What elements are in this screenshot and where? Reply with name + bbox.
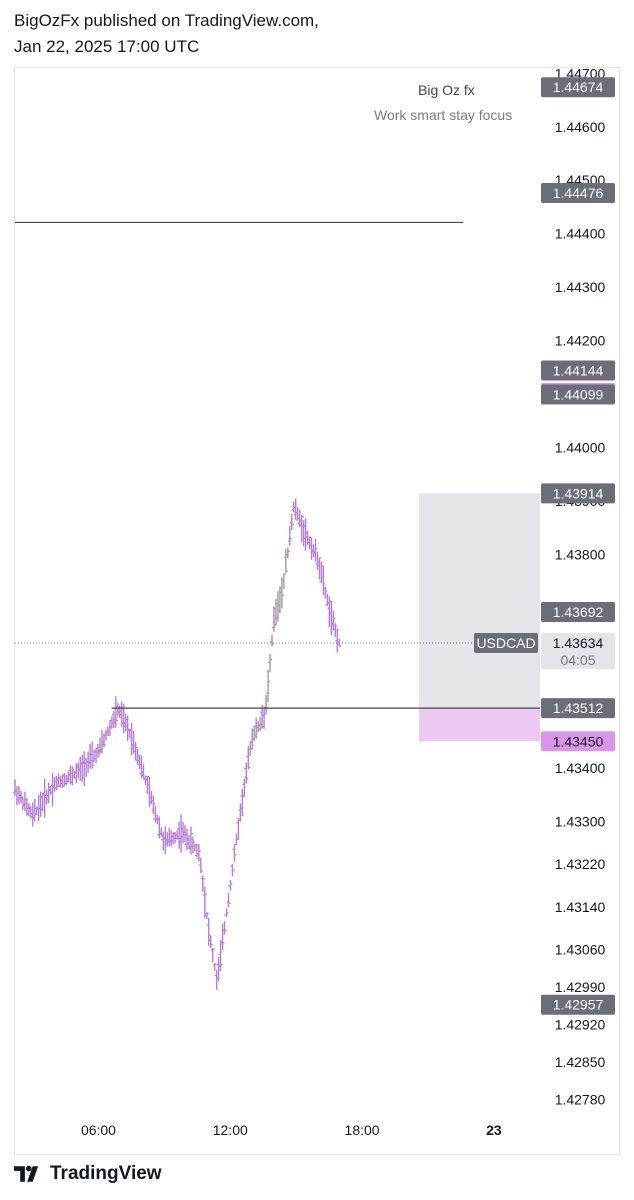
y-tick-label: 1.42920 — [555, 1017, 606, 1033]
price-tag-label: 1.43692 — [553, 604, 604, 620]
y-axis: 1.447001.446001.445001.444001.443001.442… — [555, 65, 606, 1107]
price-tag-label: 1.43512 — [553, 700, 604, 716]
y-tick-label: 1.44200 — [555, 333, 606, 349]
watermark-subtitle: Work smart stay focus — [374, 107, 513, 123]
publisher-line: BigOzFx published on TradingView.com, — [14, 11, 319, 30]
price-tag-label: 1.42957 — [553, 997, 604, 1013]
price-tag-label: 1.44144 — [553, 362, 604, 378]
price-tag-bg — [541, 731, 615, 752]
countdown-label: 04:05 — [560, 652, 595, 668]
y-tick-label: 1.44300 — [555, 279, 606, 295]
price-tag-bg — [541, 360, 615, 381]
price-tag-label: 1.44476 — [553, 185, 604, 201]
y-tick-label: 1.44600 — [555, 119, 606, 135]
chart-frame — [14, 67, 620, 1155]
zones-layer — [419, 493, 540, 742]
zone-stop — [419, 493, 540, 709]
price-tag-bg — [541, 384, 615, 405]
brand-name: TradingView — [50, 1163, 162, 1184]
y-tick-label: 1.43400 — [555, 760, 606, 776]
zone-target — [419, 708, 540, 742]
y-tick-label: 1.42990 — [555, 979, 606, 995]
price-tags: 1.446741.444761.441441.441021.440991.439… — [474, 77, 615, 1015]
symbol-tag-bg — [474, 632, 538, 653]
price-tag-bg — [541, 183, 615, 204]
publication-header: BigOzFx published on TradingView.com, Ja… — [14, 8, 319, 60]
symbol-tag-label: USDCAD — [476, 635, 535, 651]
candles-layer — [13, 498, 342, 990]
y-tick-label: 1.43060 — [555, 942, 606, 958]
price-tag-label: 1.43450 — [553, 733, 604, 749]
x-tick-label: 18:00 — [345, 1122, 380, 1138]
y-tick-label: 1.42780 — [555, 1091, 606, 1107]
price-tag-label: 1.44674 — [553, 79, 604, 95]
x-tick-label: 23 — [486, 1122, 502, 1138]
x-axis: 06:00 12:00 18:00 23 — [81, 1122, 502, 1138]
price-tag-bg — [541, 994, 615, 1015]
price-tag-bg — [541, 77, 615, 98]
y-tick-label: 1.43220 — [555, 856, 606, 872]
price-tag-bg — [541, 601, 615, 622]
lines-layer — [15, 221, 540, 709]
price-tag-bg — [541, 483, 615, 504]
footer-branding[interactable]: TradingView — [14, 1163, 162, 1185]
publish-date-line: Jan 22, 2025 17:00 UTC — [14, 37, 200, 56]
last-price-label: 1.43634 — [553, 635, 604, 651]
y-tick-label: 1.43800 — [555, 546, 606, 562]
price-tag-label: 1.44099 — [553, 386, 604, 402]
tradingview-logo-icon — [14, 1165, 39, 1182]
y-tick-label: 1.42850 — [555, 1054, 606, 1070]
y-tick-label: 1.43300 — [555, 813, 606, 829]
last-price-tag-bg — [541, 632, 615, 669]
price-tag-bg — [541, 698, 615, 719]
y-tick-label: 1.44400 — [555, 226, 606, 242]
y-tick-label: 1.44000 — [555, 439, 606, 455]
price-tag-label: 1.43914 — [553, 485, 604, 501]
y-tick-label: 1.43140 — [555, 899, 606, 915]
x-tick-label: 12:00 — [213, 1122, 248, 1138]
watermark-title: Big Oz fx — [418, 82, 475, 98]
x-tick-label: 06:00 — [81, 1122, 116, 1138]
